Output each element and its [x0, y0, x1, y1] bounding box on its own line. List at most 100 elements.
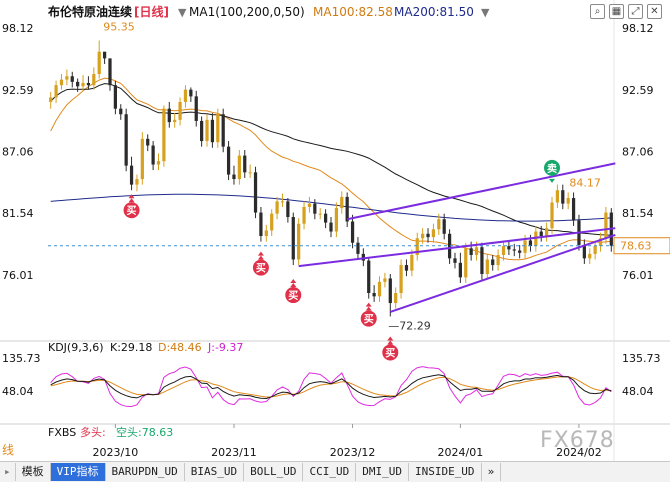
kdj-tick-left: 48.04	[2, 385, 34, 398]
candle-body	[431, 229, 436, 238]
period-label[interactable]: [日线]	[134, 4, 169, 19]
channel-line-lower	[389, 233, 616, 313]
fxbs-label: FXBS	[48, 426, 76, 439]
price-tick-right: 87.06	[622, 146, 654, 159]
tab-vip-indicator[interactable]: VIP指标	[50, 463, 106, 481]
sell-arrow-icon	[549, 178, 556, 183]
tab-dmi[interactable]: DMI_UD	[356, 463, 409, 481]
fxbs-short: 空头:78.63	[116, 425, 173, 439]
candle-body	[65, 76, 69, 80]
candle-body	[54, 85, 58, 98]
buy-signal-marker[interactable]	[252, 259, 269, 276]
candle-body	[555, 190, 560, 203]
candle-body	[350, 221, 355, 243]
ma100-value: MA100:82.58	[313, 5, 393, 19]
candle-body	[442, 219, 446, 234]
buy-arrow-icon	[128, 194, 135, 199]
left-edge-text: 线	[2, 443, 14, 457]
candle-body	[437, 219, 441, 230]
candle-body	[124, 114, 128, 166]
sell-signal-label: 卖	[547, 162, 557, 175]
candle-body	[178, 101, 182, 120]
kdj-j-line	[50, 366, 612, 408]
candle-body	[232, 174, 236, 180]
price-tick-right: 81.54	[622, 207, 654, 220]
candle-body	[162, 108, 166, 162]
ma-blue-line	[50, 193, 612, 222]
buy-arrow-icon	[257, 251, 264, 256]
chart-icon[interactable]: ▦	[609, 4, 624, 19]
candle-body	[102, 51, 107, 59]
candle-body	[485, 259, 489, 274]
price-tick-left: 87.06	[2, 146, 34, 159]
candle-body	[345, 196, 349, 222]
candle-body	[113, 85, 117, 109]
candle-body	[205, 119, 209, 142]
price-tick-right: 98.12	[622, 22, 654, 35]
indicator-tab-bar: ▸ 模板 VIP指标 BARUPDN_UD BIAS_UD BOLL_UD CC…	[0, 461, 670, 482]
candle-body	[135, 179, 139, 185]
candle-body	[383, 278, 387, 282]
candle-body	[92, 74, 96, 86]
tab-cci[interactable]: CCI_UD	[303, 463, 357, 481]
buy-arrow-icon	[387, 336, 394, 341]
candle-body	[453, 258, 457, 263]
kdj-j-value: J:-9.37	[207, 341, 243, 354]
buy-arrow-icon	[290, 279, 297, 284]
tab-inside[interactable]: INSIDE_UD	[409, 463, 482, 481]
candle-body	[119, 108, 123, 115]
candle-body	[334, 208, 339, 232]
tab-bias[interactable]: BIAS_UD	[185, 463, 245, 481]
kdj-label: KDJ(9,3,6)	[48, 341, 104, 354]
tab-template[interactable]: 模板	[16, 463, 51, 481]
tab-barupdn[interactable]: BARUPDN_UD	[106, 463, 185, 481]
price-tick-left: 98.12	[2, 22, 34, 35]
tab-more[interactable]: »	[482, 463, 502, 481]
candle-body	[194, 96, 198, 121]
candle-body	[447, 233, 452, 259]
candle-body	[593, 246, 597, 254]
candle-body	[507, 246, 511, 250]
price-tick-left: 76.01	[2, 269, 34, 282]
buy-arrow-icon	[290, 283, 297, 288]
ma-collapse-arrow[interactable]: ▼	[481, 6, 490, 19]
candles	[49, 40, 613, 317]
close-icon[interactable]: ✕	[647, 4, 662, 19]
candle-body	[394, 292, 398, 304]
time-label: 2024/02	[556, 446, 602, 459]
search-icon[interactable]: ⌕	[590, 4, 605, 19]
buy-signal-marker[interactable]	[123, 202, 140, 219]
candle-body	[151, 145, 155, 165]
candle-body	[545, 228, 549, 237]
candle-body	[534, 231, 538, 247]
buy-signal-marker[interactable]	[285, 287, 302, 304]
buy-arrow-icon	[365, 302, 372, 307]
candle-body	[270, 213, 274, 231]
candle-body	[464, 248, 468, 278]
buy-signal-marker[interactable]	[382, 344, 399, 361]
candle-body	[604, 212, 608, 239]
tab-boll[interactable]: BOLL_UD	[244, 463, 304, 481]
ma-dropdown-arrow[interactable]: ▼	[178, 6, 187, 19]
candle-body	[59, 79, 64, 86]
current-price-tag	[613, 237, 670, 255]
sell-signal-marker[interactable]	[544, 159, 561, 176]
candle-body	[307, 203, 312, 207]
candle-body	[356, 242, 360, 254]
tab-scroll-left[interactable]: ▸	[0, 463, 16, 481]
candle-body	[226, 146, 231, 175]
buy-arrow-icon	[257, 255, 264, 260]
candle-body	[248, 172, 252, 174]
candle-body	[518, 250, 522, 253]
buy-signal-marker[interactable]	[360, 310, 377, 327]
candle-body	[291, 217, 295, 260]
candle-body	[129, 165, 134, 185]
expand-icon[interactable]: ⤢	[628, 4, 643, 19]
candle-body	[539, 231, 543, 237]
candle-body	[469, 248, 473, 256]
candle-body	[243, 155, 247, 173]
toolbar-icons: ⌕ ▦ ⤢ ✕	[590, 4, 662, 19]
candle-body	[421, 233, 425, 239]
